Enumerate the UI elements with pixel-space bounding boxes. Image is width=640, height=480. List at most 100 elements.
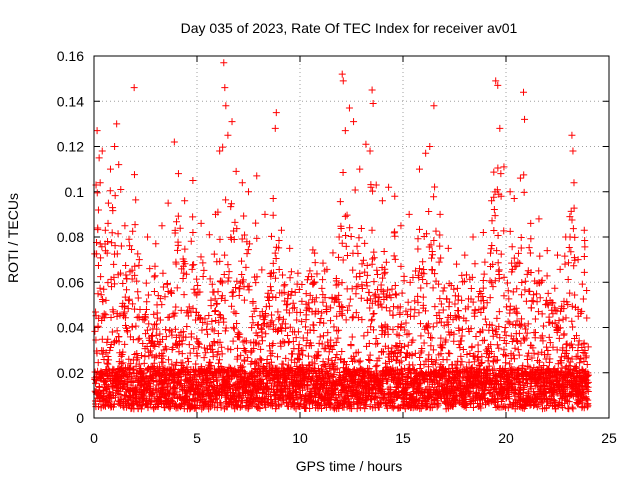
- noise-point: [436, 242, 444, 250]
- noise-point: [568, 403, 576, 411]
- noise-point: [159, 283, 167, 291]
- x-tick-label: 25: [601, 430, 617, 446]
- noise-point: [157, 372, 165, 380]
- noise-point: [273, 353, 281, 361]
- noise-point: [514, 258, 522, 266]
- noise-point: [349, 266, 357, 274]
- noise-point: [153, 381, 161, 389]
- noise-point: [184, 307, 192, 315]
- noise-point: [420, 265, 428, 273]
- noise-point: [416, 320, 424, 328]
- noise-point: [569, 323, 577, 331]
- noise-point: [111, 393, 119, 401]
- data-point: [362, 140, 370, 148]
- noise-point: [133, 277, 141, 285]
- noise-point: [289, 299, 297, 307]
- noise-point: [187, 330, 195, 338]
- noise-point: [129, 227, 137, 235]
- noise-point: [91, 327, 99, 335]
- data-point: [232, 167, 240, 175]
- noise-point: [490, 205, 498, 213]
- noise-point: [225, 274, 233, 282]
- noise-point: [551, 284, 559, 292]
- noise-point: [417, 349, 425, 357]
- noise-point: [302, 323, 310, 331]
- noise-point: [205, 312, 213, 320]
- noise-point: [174, 241, 182, 249]
- data-point: [430, 102, 438, 110]
- noise-point: [94, 290, 102, 298]
- noise-point: [109, 308, 117, 316]
- noise-point: [370, 278, 378, 286]
- noise-point: [338, 239, 346, 247]
- noise-point: [173, 358, 181, 366]
- noise-point: [335, 326, 343, 334]
- noise-point: [125, 355, 133, 363]
- noise-point: [569, 405, 577, 413]
- noise-point: [544, 346, 552, 354]
- data-point: [422, 149, 430, 157]
- noise-point: [506, 227, 514, 235]
- noise-point: [571, 233, 579, 241]
- noise-point: [125, 297, 133, 305]
- noise-point: [493, 314, 501, 322]
- noise-point: [158, 301, 166, 309]
- noise-point: [410, 312, 418, 320]
- data-point: [527, 219, 535, 227]
- data-point: [152, 240, 160, 248]
- noise-point: [526, 287, 534, 295]
- noise-point: [189, 229, 197, 237]
- noise-point: [526, 249, 534, 257]
- noise-point: [151, 262, 159, 270]
- noise-point: [219, 143, 227, 151]
- noise-point: [474, 348, 482, 356]
- noise-point: [102, 296, 110, 304]
- noise-point: [177, 306, 185, 314]
- noise-point: [266, 283, 274, 291]
- noise-point: [488, 278, 496, 286]
- noise-point: [229, 292, 237, 300]
- noise-point: [357, 294, 365, 302]
- noise-point: [253, 234, 261, 242]
- data-point: [245, 188, 252, 196]
- data-point: [115, 161, 123, 169]
- noise-point: [565, 259, 573, 267]
- data-point: [520, 88, 528, 96]
- noise-point: [341, 212, 349, 220]
- noise-point: [171, 309, 179, 317]
- noise-point: [327, 317, 335, 325]
- noise-point: [310, 327, 318, 335]
- noise-point: [95, 383, 103, 391]
- noise-point: [103, 249, 111, 257]
- noise-point: [391, 290, 399, 298]
- noise-point: [556, 265, 564, 273]
- noise-point: [114, 388, 122, 396]
- noise-point: [218, 343, 226, 351]
- noise-point: [110, 273, 118, 281]
- noise-point: [533, 290, 541, 298]
- noise-point: [114, 230, 122, 238]
- data-point: [104, 199, 112, 207]
- noise-point: [108, 229, 116, 237]
- data-point: [436, 210, 444, 218]
- noise-point: [178, 350, 186, 358]
- noise-point: [99, 350, 107, 358]
- noise-point: [140, 359, 148, 367]
- noise-point: [204, 330, 212, 338]
- chart-title: Day 035 of 2023, Rate Of TEC Index for r…: [181, 20, 518, 36]
- noise-point: [103, 359, 111, 367]
- noise-point: [159, 352, 167, 360]
- noise-point: [419, 293, 427, 301]
- data-point: [335, 233, 343, 241]
- noise-point: [211, 308, 219, 316]
- noise-point: [104, 371, 112, 379]
- noise-point: [356, 357, 364, 365]
- data-point: [350, 118, 358, 126]
- noise-point: [370, 254, 378, 262]
- noise-point: [153, 314, 161, 322]
- noise-point: [521, 277, 529, 285]
- noise-point: [355, 358, 363, 366]
- noise-point: [407, 305, 415, 313]
- noise-point: [102, 349, 110, 357]
- noise-point: [565, 244, 573, 252]
